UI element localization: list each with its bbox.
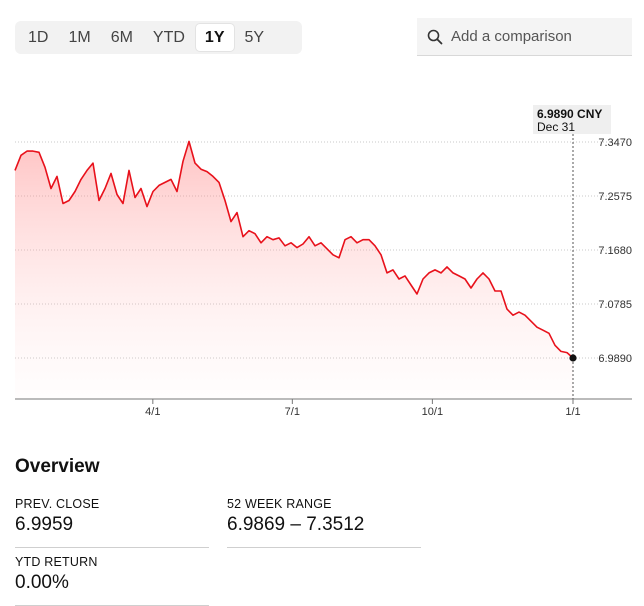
y-tick-label: 7.2575 (598, 191, 632, 203)
range-button-6m[interactable]: 6M (110, 28, 133, 46)
y-tick-label: 7.3470 (598, 137, 632, 149)
stat-ytd-return: YTD RETURN 0.00% (15, 555, 209, 606)
stat-prev-close: PREV. CLOSE 6.9959 (15, 497, 209, 548)
range-button-1d[interactable]: 1D (28, 28, 49, 46)
x-tick-label: 4/1 (145, 406, 160, 418)
tooltip-date: Dec 31 (537, 120, 575, 134)
range-button-5y[interactable]: 5Y (244, 28, 265, 46)
last-price-marker (569, 354, 577, 362)
range-button-1y[interactable]: 1Y (195, 24, 234, 51)
comparison-search[interactable] (417, 18, 632, 56)
tooltip-box (533, 105, 611, 134)
tooltip-value: 6.9890 CNY (537, 107, 602, 121)
y-tick-label: 7.0785 (598, 299, 632, 311)
x-tick-label: 10/1 (422, 406, 443, 418)
price-line (14, 140, 574, 359)
range-button-1m[interactable]: 1M (68, 28, 91, 46)
range-button-ytd[interactable]: YTD (152, 28, 185, 46)
stat-value: 6.9959 (15, 514, 74, 535)
comparison-input[interactable] (449, 27, 628, 46)
price-chart: 6.9890 7.0785 7.1680 7.2575 7.3470 4/1 7/1 10/… (14, 105, 632, 418)
y-tick-label: 7.1680 (598, 245, 632, 257)
stat-label: 52 WEEK RANGE (227, 497, 332, 511)
price-area (15, 141, 573, 399)
stat-value: 6.9869 – 7.3512 (227, 514, 365, 535)
x-tick-label: 1/1 (565, 406, 580, 418)
overview-title: Overview (15, 456, 100, 477)
stat-label: PREV. CLOSE (15, 497, 100, 511)
stat-52-week-range: 52 WEEK RANGE 6.9869 – 7.3512 (227, 497, 421, 548)
search-icon (427, 29, 443, 44)
x-tick-label: 7/1 (285, 406, 300, 418)
stat-label: YTD RETURN (15, 555, 98, 569)
y-tick-label: 6.9890 (598, 353, 632, 365)
range-selector: 1D 1M 6M YTD 1Y 5Y (15, 21, 302, 54)
stat-value: 0.00% (15, 572, 69, 593)
